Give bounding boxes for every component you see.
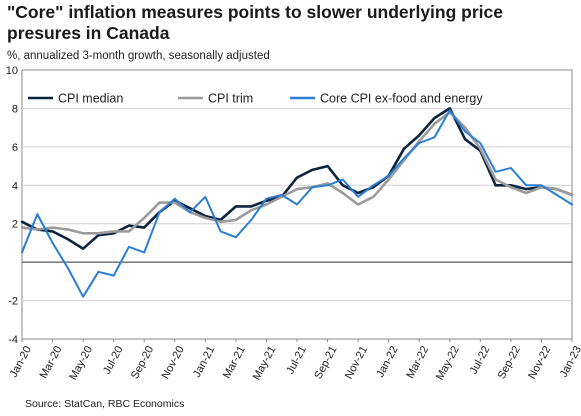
x-tick-label: Jul-21 (284, 344, 309, 376)
x-tick-label: Jan-21 (191, 344, 217, 379)
x-tick-label: May-22 (434, 344, 462, 382)
x-tick-label: Sep-20 (129, 344, 156, 381)
x-tick-label: Nov-22 (526, 344, 553, 381)
legend-label: CPI trim (208, 92, 253, 106)
x-tick-label: May-20 (67, 344, 95, 382)
x-tick-label: Jan-22 (374, 344, 400, 379)
x-tick-label: Nov-21 (343, 344, 370, 381)
series-line-0 (20, 107, 574, 250)
y-tick-label: 8 (12, 103, 18, 115)
x-tick-label: May-21 (251, 344, 279, 382)
x-tick-label: Nov-20 (160, 344, 187, 381)
x-tick-label: Jan-20 (8, 344, 34, 379)
x-tick-label: Sep-22 (496, 344, 523, 381)
y-tick-label: 6 (12, 142, 18, 154)
chart-subtitle: %, annualized 3-month growth, seasonally… (7, 50, 270, 62)
x-tick-label: Jul-22 (468, 344, 493, 376)
y-tick-label: -4 (8, 334, 18, 346)
y-tick-label: -2 (8, 296, 18, 308)
series-line-2 (21, 109, 573, 298)
y-tick-label: 2 (12, 219, 18, 231)
y-tick-label: 10 (6, 65, 18, 77)
x-tick-label: Jan-23 (558, 344, 581, 379)
x-tick-label: Mar-21 (221, 344, 248, 380)
chart-title: "Core" inflation measures points to slow… (7, 2, 503, 43)
legend-label: CPI median (58, 92, 123, 106)
y-tick-label: 4 (12, 180, 18, 192)
chart-source: Source: StatCan, RBC Economics (25, 398, 185, 410)
x-tick-label: Mar-22 (404, 344, 431, 380)
series-line-1 (20, 111, 574, 235)
legend-label: Core CPI ex-food and energy (320, 92, 483, 106)
x-tick-label: Sep-21 (312, 344, 339, 381)
x-tick-label: Jul-20 (101, 344, 126, 376)
x-tick-label: Mar-20 (38, 344, 65, 380)
